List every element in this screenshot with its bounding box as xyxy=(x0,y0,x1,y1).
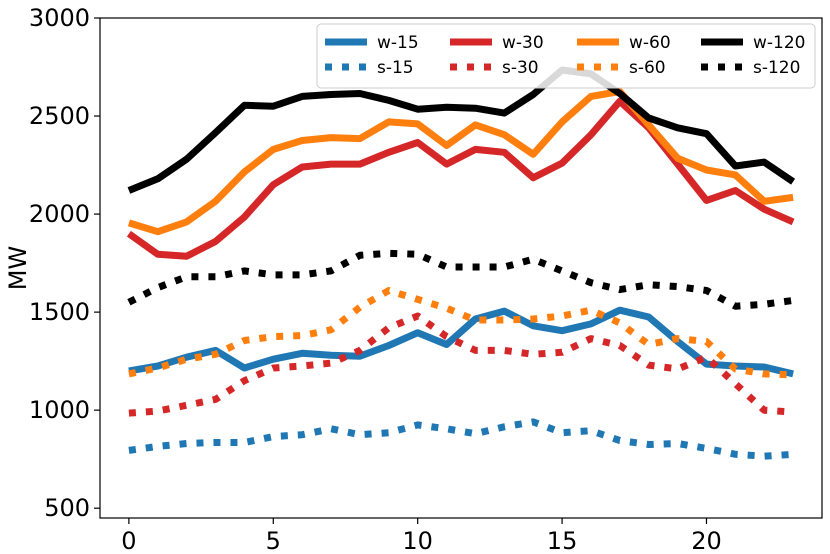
legend-label-w-120: w-120 xyxy=(753,33,806,53)
y-tick-label: 1000 xyxy=(29,396,90,424)
series-line-w-30 xyxy=(126,97,795,260)
series-line-s-120 xyxy=(127,249,794,310)
series-line-w-15 xyxy=(128,306,794,378)
y-tick-label: 2000 xyxy=(29,200,90,228)
series-line-s-15 xyxy=(128,418,794,460)
y-axis-label: MW xyxy=(4,246,32,290)
legend-label-w-30: w-30 xyxy=(502,33,544,53)
x-axis: 0 5 10 15 20 xyxy=(121,518,722,554)
legend: w-15 w-30 w-60 w-120 s-15 s-30 s-60 s-120 xyxy=(316,23,816,89)
x-tick-label: 20 xyxy=(691,527,722,554)
y-axis: 500 1000 1500 2000 2500 3000 xyxy=(29,4,100,522)
y-tick-label: 3000 xyxy=(29,4,90,32)
series-line-w-120 xyxy=(127,66,796,194)
x-tick-label: 0 xyxy=(121,527,136,554)
legend-label-w-60: w-60 xyxy=(629,33,671,53)
legend-label-s-120: s-120 xyxy=(753,58,800,78)
y-tick-label: 500 xyxy=(44,494,90,522)
series-line-w-60 xyxy=(127,88,794,236)
y-tick-label: 2500 xyxy=(29,102,90,130)
x-tick-label: 10 xyxy=(402,527,433,554)
y-tick-label: 1500 xyxy=(29,298,90,326)
legend-label-s-60: s-60 xyxy=(629,58,666,78)
x-tick-label: 5 xyxy=(266,527,281,554)
legend-frame xyxy=(316,23,816,89)
legend-label-w-15: w-15 xyxy=(377,33,419,53)
series-line-s-30 xyxy=(128,312,794,417)
legend-label-s-30: s-30 xyxy=(502,58,539,78)
plot-frame xyxy=(99,17,823,519)
series-layer xyxy=(126,66,796,460)
x-tick-label: 15 xyxy=(547,527,578,554)
legend-label-s-15: s-15 xyxy=(377,58,414,78)
